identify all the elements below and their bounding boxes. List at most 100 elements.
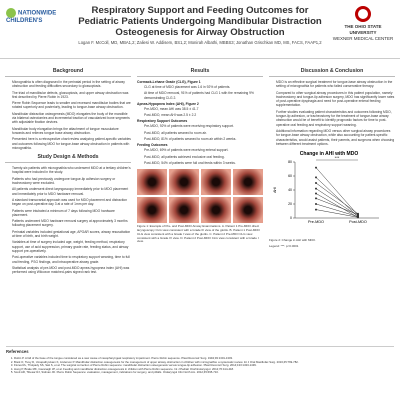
column-right: Discussion & Conclusion MDO is an effecti… bbox=[269, 64, 395, 342]
section-heading: Results bbox=[137, 68, 263, 77]
chart-title: Change in AHI with MDO bbox=[300, 151, 359, 157]
subheading: Respiratory Support Outcomes bbox=[137, 119, 188, 124]
paired-line bbox=[315, 209, 359, 218]
bullet: At time of MDO removal, 91% of patients … bbox=[144, 91, 263, 100]
logo-left: NATIONWIDE CHILDREN'S bbox=[6, 8, 68, 32]
data-point bbox=[315, 208, 317, 211]
paired-line bbox=[315, 203, 359, 217]
endoscopy-image bbox=[201, 169, 231, 196]
subheading: Cormack-Lehane Grade (CLG), Figure 1 bbox=[137, 80, 201, 84]
paired-line bbox=[315, 193, 359, 218]
bullet: Presented here is a retrospective chart … bbox=[12, 137, 131, 150]
bullet-list: Pre-MDO, mean AHI was 38.5 ± 41.7 Post-MD… bbox=[137, 107, 263, 118]
y-tick-label: 20 bbox=[288, 202, 292, 206]
bullet: Patients who had previously undergone to… bbox=[12, 177, 131, 186]
bullet: Post-MDO, mean AHI was 2.5 ± 2.2 bbox=[144, 113, 263, 117]
bullet: Additional information regarding MDO ver… bbox=[276, 129, 395, 146]
data-point bbox=[315, 182, 317, 185]
y-tick-label: 80 bbox=[288, 160, 292, 164]
reference: Flores RL, Tholpady SS, Sati S, et al. T… bbox=[14, 363, 394, 368]
bullet-list: Pre-MDO, 69% of patients were receiving … bbox=[137, 148, 263, 165]
bullet: Twenty-six patients with micrognathia wh… bbox=[12, 166, 131, 175]
reference: Breik O, Tivey D, Umapathysivam K, Ander… bbox=[14, 360, 394, 365]
endoscopy-image bbox=[169, 197, 199, 224]
reference: Scott AR, Tibesar RJ, Sidman JD. Pierre … bbox=[14, 370, 394, 375]
endoscopy-image bbox=[137, 197, 167, 224]
bullet-list: MDO is an effective surgical treatment f… bbox=[269, 80, 395, 146]
references: References Robin P. A fall of the base of… bbox=[6, 346, 394, 399]
logo-text: WEXNER MEDICAL CENTER bbox=[332, 36, 394, 41]
endoscopy-image bbox=[169, 169, 199, 196]
section-heading: Discussion & Conclusion bbox=[269, 68, 395, 77]
data-point bbox=[315, 192, 317, 195]
paired-line bbox=[315, 177, 359, 217]
subheading: Feeding Outcomes bbox=[137, 143, 168, 148]
bullet: Mandibular body elongation brings the at… bbox=[12, 127, 131, 136]
subheading: Apnea-Hypopnea Index (AHI), Figure 2 bbox=[137, 101, 199, 106]
bullet: Pierre Robin Sequence leads to smaller a… bbox=[12, 101, 131, 110]
section-heading: References bbox=[6, 349, 29, 354]
poster-title: Respiratory Support and Feeding Outcomes… bbox=[78, 5, 322, 38]
data-point bbox=[357, 213, 359, 216]
data-point bbox=[315, 176, 317, 179]
bullet: Patients were intubated a minimum of 7 d… bbox=[12, 209, 131, 218]
bullet: A standard transcranial approach was use… bbox=[12, 198, 131, 207]
bullet: Post-MDO, 81% of patients weaned to room… bbox=[144, 137, 263, 141]
logo-text: NATIONWIDE CHILDREN'S bbox=[6, 10, 57, 24]
bullet: Perinatal variables included gestational… bbox=[12, 230, 131, 239]
bullet-list: Pre-MDO, 92% of patients were receiving … bbox=[137, 124, 263, 141]
bullet: Pre-MDO, mean AHI was 38.5 ± 41.7 bbox=[144, 107, 263, 111]
logo-right: THE OHIO STATE UNIVERSITY WEXNER MEDICAL … bbox=[332, 6, 394, 42]
figure-caption: Figure 2: Change in AHI with MDO. bbox=[269, 238, 316, 243]
paired-line bbox=[315, 188, 359, 217]
paired-line bbox=[315, 182, 359, 215]
endoscopy-image bbox=[233, 197, 263, 224]
y-tick-label: 60 bbox=[288, 174, 292, 178]
x-tick-label: Post-MDO bbox=[349, 220, 367, 224]
bullet-list: Twenty-six patients with micrognathia wh… bbox=[5, 166, 131, 274]
data-point bbox=[357, 216, 359, 219]
reference: Hong P, Brake MK, Cavanagh JP, et al. Fe… bbox=[14, 367, 394, 372]
endoscopy-image bbox=[201, 197, 231, 224]
bullet: Pre-MDO, 92% of patients were receiving … bbox=[144, 124, 263, 128]
bullet: Post-MDO, all patients weaned to room ai… bbox=[144, 131, 263, 135]
bullet-list: CLG at time of MDO placement was 1.6 in … bbox=[137, 85, 263, 100]
bullet: Post-MDO, all patients achieved exclusiv… bbox=[144, 155, 263, 159]
data-point bbox=[315, 166, 317, 169]
endoscopy-image bbox=[233, 169, 263, 196]
section-heading: Background bbox=[5, 68, 131, 77]
chart: Change in AHI with MDO AHI 0 20 40 60 80 Pre-MD… bbox=[273, 151, 379, 224]
column-middle: Results Cormack-Lehane Grade (CLG), Figur… bbox=[137, 64, 263, 342]
bullet-list: Micrognathia is often diagnosed in the p… bbox=[5, 80, 131, 150]
y-tick-label: 40 bbox=[288, 188, 292, 192]
header: NATIONWIDE CHILDREN'S Respiratory Suppor… bbox=[0, 0, 400, 59]
bullet: Mandibular distraction osteogenesis (MDO… bbox=[12, 112, 131, 125]
bullet: The triad of mandibular defects, glossop… bbox=[12, 91, 131, 100]
bullet: All patients underwent direct laryngosco… bbox=[12, 187, 131, 196]
reference-list: Robin P. A fall of the base of the tongu… bbox=[6, 356, 394, 375]
logo-text: THE OHIO STATE UNIVERSITY bbox=[344, 24, 382, 35]
bullet: Compared to other surgical airway proced… bbox=[276, 91, 395, 108]
endoscopy-image bbox=[137, 169, 167, 196]
bullet: Post-operative variables included time t… bbox=[12, 255, 131, 264]
reference: Robin P. A fall of the base of the tongu… bbox=[14, 356, 394, 361]
bullet: Further studies evaluating patient chara… bbox=[276, 110, 395, 127]
data-point bbox=[315, 197, 317, 200]
figure-caption: Figure 1: Example of Pre- and Post-MDO A… bbox=[137, 224, 260, 244]
y-axis-label: AHI bbox=[273, 187, 277, 193]
section-heading: Study Design & Methods bbox=[5, 154, 131, 164]
x-tick-label: Pre-MDO bbox=[308, 220, 324, 224]
bullet: Post-MDO, 54% of patients were full oral… bbox=[144, 161, 263, 165]
figure-legend: Legend: ***: p<0.0001 bbox=[269, 243, 299, 248]
bullet: MDO is an effective surgical treatment f… bbox=[276, 80, 395, 89]
bullet: Patients underwent MDO hardware removal … bbox=[12, 219, 131, 228]
paired-line bbox=[315, 167, 359, 216]
bullet: Pre-MDO, 69% of patients were receiving … bbox=[144, 148, 263, 152]
bullet: CLG at time of MDO placement was 1.6 in … bbox=[144, 85, 263, 89]
bullet: Statistical analysis of pre-MDO and post… bbox=[12, 266, 131, 275]
data-point bbox=[315, 203, 317, 206]
paired-line bbox=[315, 198, 359, 215]
y-tick-label: 0 bbox=[290, 216, 292, 220]
image-grid bbox=[137, 169, 263, 224]
